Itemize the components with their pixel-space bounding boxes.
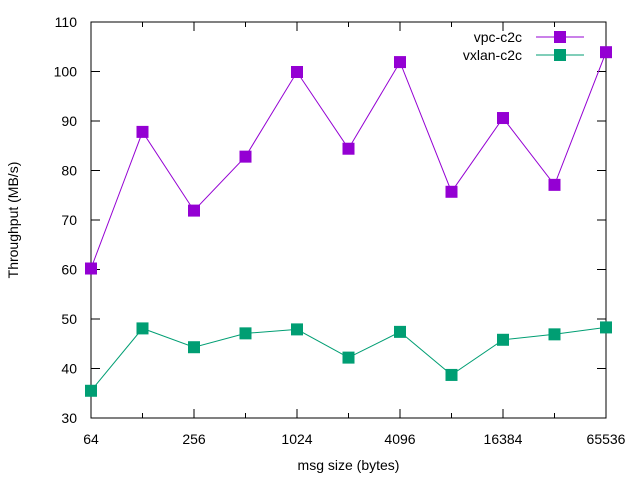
axes-layer: 30 40 50 60 70 80 90 100 110 64 256 1024 4096 16384 65… xyxy=(54,14,626,447)
data-point-vpc-c2c xyxy=(548,178,561,191)
legend: vpc-c2c vxlan-c2c xyxy=(463,29,584,63)
data-point-vxlan-c2c xyxy=(188,341,200,354)
x-tick-label: 4096 xyxy=(384,431,415,447)
data-point-vxlan-c2c xyxy=(548,328,561,341)
x-tick-label: 64 xyxy=(83,431,99,447)
data-point-vxlan-c2c xyxy=(394,325,406,338)
data-point-vpc-c2c xyxy=(85,262,97,275)
data-point-vpc-c2c xyxy=(445,185,458,198)
data-point-vxlan-c2c xyxy=(239,327,252,340)
y-tick-label: 90 xyxy=(61,113,77,129)
data-point-vpc-c2c xyxy=(239,150,252,163)
data-point-vpc-c2c xyxy=(497,112,509,125)
data-point-vpc-c2c xyxy=(342,142,355,155)
y-tick-label: 60 xyxy=(61,262,77,278)
data-point-vxlan-c2c xyxy=(445,368,458,381)
legend-label: vpc-c2c xyxy=(474,29,522,45)
legend-item-vpc-c2c: vpc-c2c xyxy=(474,29,584,45)
series-layer xyxy=(85,46,612,397)
y-tick-label: 40 xyxy=(61,361,77,377)
x-tick-label: 16384 xyxy=(484,431,523,447)
data-point-vpc-c2c xyxy=(394,56,406,69)
data-point-vxlan-c2c xyxy=(497,333,509,346)
y-tick-label: 100 xyxy=(54,64,78,80)
data-point-vpc-c2c xyxy=(600,46,612,59)
series-vpc-c2c xyxy=(85,46,612,275)
data-point-vpc-c2c xyxy=(136,125,149,138)
data-point-vxlan-c2c xyxy=(342,351,355,364)
legend-item-vxlan-c2c: vxlan-c2c xyxy=(463,47,584,63)
x-axis-title: msg size (bytes) xyxy=(298,457,400,473)
y-axis-title: Throughput (MB/s) xyxy=(5,162,21,279)
legend-marker xyxy=(554,49,566,61)
data-point-vpc-c2c xyxy=(291,65,303,78)
y-tick-label: 80 xyxy=(61,163,77,179)
data-point-vxlan-c2c xyxy=(85,384,97,397)
y-tick-label: 110 xyxy=(55,14,78,30)
data-point-vxlan-c2c xyxy=(600,321,612,334)
x-tick-label: 65536 xyxy=(587,431,626,447)
data-point-vxlan-c2c xyxy=(136,322,149,335)
legend-marker xyxy=(554,31,566,43)
series-vxlan-c2c xyxy=(85,321,612,397)
x-tick-label: 1024 xyxy=(281,431,312,447)
y-tick-label: 70 xyxy=(61,212,77,228)
y-tick-label: 30 xyxy=(61,410,77,426)
x-tick-label: 256 xyxy=(182,431,206,447)
legend-label: vxlan-c2c xyxy=(463,47,522,63)
y-tick-label: 50 xyxy=(61,311,77,327)
data-point-vxlan-c2c xyxy=(291,323,303,336)
data-point-vpc-c2c xyxy=(188,204,200,217)
series-line-vpc-c2c xyxy=(90,52,607,269)
